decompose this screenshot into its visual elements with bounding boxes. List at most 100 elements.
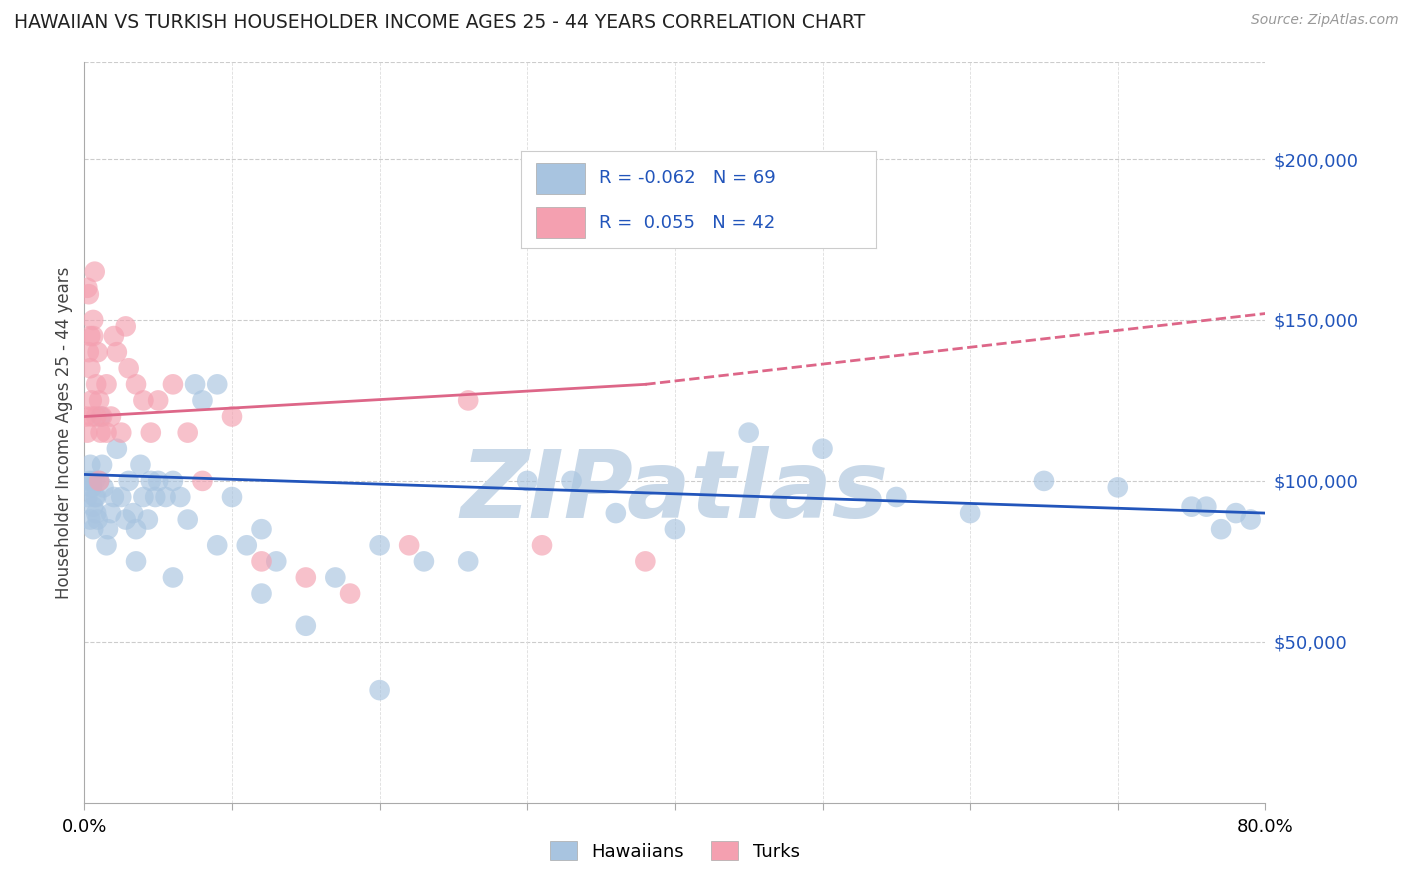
Point [295, 619, 318, 633]
Point [531, 538, 554, 552]
Point [207, 377, 229, 392]
Point [368, 683, 391, 698]
Point [110, 490, 132, 504]
Point [79, 361, 101, 376]
Point [125, 554, 148, 568]
Point [148, 474, 170, 488]
Point [177, 425, 200, 440]
Point [413, 554, 436, 568]
Point [105, 345, 128, 359]
Point [886, 490, 908, 504]
Point [155, 490, 177, 504]
Point [96, 377, 118, 392]
Point [90, 409, 112, 424]
Point [79, 458, 101, 472]
Point [86, 512, 108, 526]
Point [143, 490, 166, 504]
Point [207, 538, 229, 552]
Point [77, 474, 100, 488]
Point [325, 570, 347, 584]
Point [561, 474, 583, 488]
Point [1033, 474, 1056, 488]
Point [84, 506, 107, 520]
Point [82, 500, 104, 514]
Point [811, 442, 834, 456]
Point [191, 393, 214, 408]
Point [266, 554, 288, 568]
Point [1181, 500, 1204, 514]
Legend: Hawaiians, Turks: Hawaiians, Turks [543, 834, 807, 868]
Point [398, 538, 420, 552]
Point [114, 512, 136, 526]
Point [250, 522, 273, 536]
Point [125, 377, 148, 392]
Point [80, 409, 103, 424]
Point [221, 490, 243, 504]
Point [1195, 500, 1218, 514]
Point [132, 393, 155, 408]
Point [129, 458, 152, 472]
Point [103, 329, 125, 343]
Point [100, 506, 122, 520]
Point [139, 474, 162, 488]
Point [76, 490, 98, 504]
Point [634, 554, 657, 568]
Point [221, 409, 243, 424]
Point [339, 586, 361, 600]
Point [100, 409, 122, 424]
Point [86, 345, 108, 359]
Point [1107, 480, 1129, 494]
Point [76, 281, 98, 295]
Point [76, 425, 98, 440]
Point [110, 425, 132, 440]
Point [93, 480, 115, 494]
Point [236, 538, 259, 552]
Point [82, 313, 104, 327]
Point [83, 474, 105, 488]
Point [80, 474, 103, 488]
Point [162, 474, 184, 488]
Point [83, 490, 105, 504]
Point [91, 458, 114, 472]
Point [79, 512, 101, 526]
Point [162, 377, 184, 392]
Point [132, 490, 155, 504]
Point [87, 393, 111, 408]
Point [83, 265, 105, 279]
Point [136, 512, 159, 526]
Point [82, 329, 104, 343]
Text: ZIPatlas: ZIPatlas [461, 446, 889, 538]
Point [1225, 506, 1247, 520]
Point [162, 570, 184, 584]
Point [77, 345, 100, 359]
Point [87, 474, 111, 488]
Point [96, 538, 118, 552]
Point [169, 490, 191, 504]
Point [184, 377, 207, 392]
Point [139, 425, 162, 440]
Point [959, 506, 981, 520]
Point [118, 361, 141, 376]
Point [122, 506, 145, 520]
Point [250, 554, 273, 568]
Point [91, 409, 114, 424]
Point [90, 425, 112, 440]
Point [87, 474, 111, 488]
Text: HAWAIIAN VS TURKISH HOUSEHOLDER INCOME AGES 25 - 44 YEARS CORRELATION CHART: HAWAIIAN VS TURKISH HOUSEHOLDER INCOME A… [14, 13, 865, 32]
Point [1211, 522, 1233, 536]
Y-axis label: Householder Income Ages 25 - 44 years: Householder Income Ages 25 - 44 years [55, 267, 73, 599]
Point [250, 586, 273, 600]
Point [516, 474, 538, 488]
Point [125, 522, 148, 536]
Point [84, 377, 107, 392]
Point [457, 393, 479, 408]
Point [75, 409, 97, 424]
Text: Source: ZipAtlas.com: Source: ZipAtlas.com [1251, 13, 1399, 28]
Point [605, 506, 627, 520]
Point [105, 442, 128, 456]
Point [77, 287, 100, 301]
Point [114, 319, 136, 334]
Point [295, 570, 318, 584]
Point [177, 512, 200, 526]
Point [103, 490, 125, 504]
